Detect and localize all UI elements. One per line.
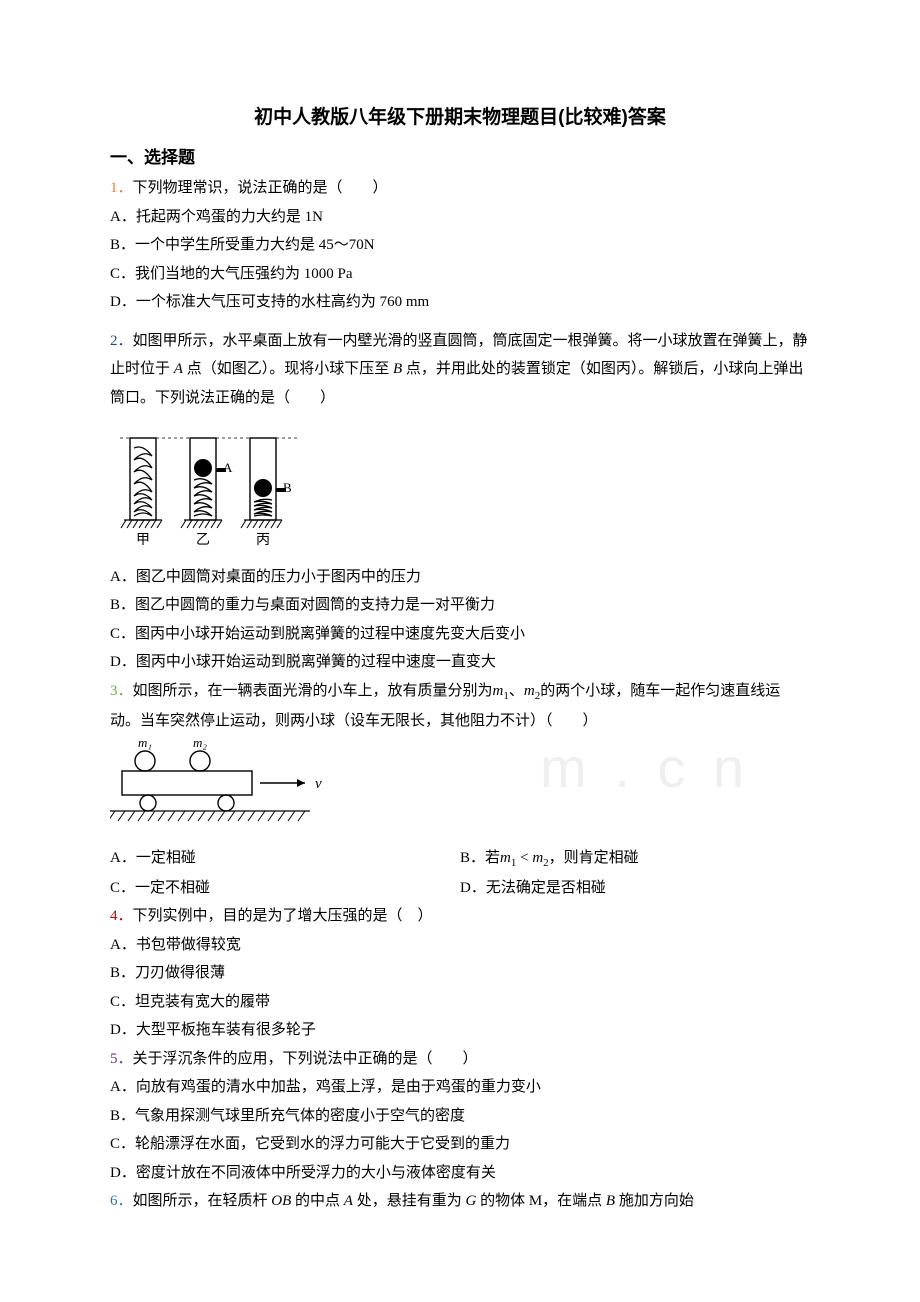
q1-opt-a: A．托起两个鸡蛋的力大约是 1N [110, 203, 810, 232]
q2-label-b: B [393, 361, 402, 377]
q3-b-mid: ，则肯定相碰 [549, 850, 639, 866]
fig-q3-v: v [315, 776, 322, 792]
q5-opt-b: B．气象用探测气球里所充气体的密度小于空气的密度 [110, 1102, 810, 1131]
q3-opt-c: C．一定不相碰 [110, 874, 460, 903]
q1-text: 下列物理常识，说法正确的是（ ） [133, 180, 388, 196]
q4-text: 下列实例中，目的是为了增大压强的是（ ） [133, 908, 433, 924]
q4-opt-c: C．坦克装有宽大的履带 [110, 988, 810, 1017]
q6-number: 6． [110, 1193, 133, 1209]
q6-A: A [344, 1193, 353, 1209]
q4-opt-b: B．刀刃做得很薄 [110, 959, 810, 988]
q2-opt-a: A．图乙中圆筒对桌面的压力小于图丙中的压力 [110, 563, 810, 592]
q2-figure: 甲 A 乙 B 丙 [110, 418, 810, 559]
section-heading: 一、选择题 [110, 142, 810, 174]
q6-text-a: 如图所示，在轻质杆 [133, 1193, 272, 1209]
q2-number: 2． [110, 333, 133, 349]
q5-opt-c: C．轮船漂浮在水面，它受到水的浮力可能大于它受到的重力 [110, 1130, 810, 1159]
q3-text-b: 、 [509, 683, 524, 699]
page-title: 初中人教版八年级下册期末物理题目(比较难)答案 [110, 100, 810, 136]
fig-label-bing: 丙 [256, 533, 270, 548]
q5-stem: 5．关于浮沉条件的应用，下列说法中正确的是（ ） [110, 1045, 810, 1074]
q6-text-d: 的物体 M，在端点 [476, 1193, 606, 1209]
q3-number: 3． [110, 683, 133, 699]
q3-opts-row2: C．一定不相碰 D．无法确定是否相碰 [110, 874, 810, 903]
q6-OB: OB [271, 1193, 291, 1209]
q5-opt-d: D．密度计放在不同液体中所受浮力的大小与液体密度有关 [110, 1159, 810, 1188]
q5-opt-a: A．向放有鸡蛋的清水中加盐，鸡蛋上浮，是由于鸡蛋的重力变小 [110, 1073, 810, 1102]
q1-opt-d: D．一个标准大气压可支持的水柱高约为 760 mm [110, 288, 810, 317]
fig-q2-A: A [223, 460, 233, 475]
q2-opt-c: C．图丙中小球开始运动到脱离弹簧的过程中速度先变大后变小 [110, 620, 810, 649]
q3-opt-b: B．若m1 < m2，则肯定相碰 [460, 844, 810, 874]
q6-text-b: 的中点 [291, 1193, 344, 1209]
q2-opt-d: D．图丙中小球开始运动到脱离弹簧的过程中速度一直变大 [110, 648, 810, 677]
q2-stem: 2．如图甲所示，水平桌面上放有一内壁光滑的竖直圆筒，筒底固定一根弹簧。将一小球放… [110, 327, 810, 413]
q3-b-m1: m [500, 850, 511, 866]
fig-label-jia: 甲 [136, 533, 150, 548]
q6-G: G [465, 1193, 476, 1209]
q2-label-a: A [174, 361, 183, 377]
fig-q2-B: B [283, 480, 292, 495]
q3-b-pre: B．若 [460, 850, 500, 866]
q5-number: 5． [110, 1051, 133, 1067]
q4-number: 4． [110, 908, 133, 924]
q3-opts-row1: A．一定相碰 B．若m1 < m2，则肯定相碰 [110, 844, 810, 874]
q3-b-s1: 1 [511, 857, 517, 869]
q6-text-c: 处，悬挂有重为 [353, 1193, 466, 1209]
q4-stem: 4．下列实例中，目的是为了增大压强的是（ ） [110, 902, 810, 931]
q1-number: 1． [110, 180, 133, 196]
q4-opt-d: D．大型平板拖车装有很多轮子 [110, 1016, 810, 1045]
q1-stem: 1．下列物理常识，说法正确的是（ ） [110, 174, 810, 203]
q3-text-a: 如图所示，在一辆表面光滑的小车上，放有质量分别为 [133, 683, 493, 699]
q3-m1: m [493, 683, 504, 699]
q1-opt-b: B．一个中学生所受重力大约是 45～70N [110, 231, 810, 260]
q2-text-b: 点（如图乙）。现将小球下压至 [183, 361, 393, 377]
fig-q3-m1: m₁ [138, 741, 152, 750]
q3-m2: m [524, 683, 535, 699]
q5-text: 关于浮沉条件的应用，下列说法中正确的是（ ） [133, 1051, 478, 1067]
q3-stem: 3．如图所示，在一辆表面光滑的小车上，放有质量分别为m1、m2的两个小球，随车一… [110, 677, 810, 735]
q3-opt-d: D．无法确定是否相碰 [460, 874, 810, 903]
q6-text-e: 施加方向始 [615, 1193, 694, 1209]
q3-opt-a: A．一定相碰 [110, 844, 460, 874]
q2-opt-b: B．图乙中圆筒的重力与桌面对圆筒的支持力是一对平衡力 [110, 591, 810, 620]
fig-label-yi: 乙 [196, 532, 210, 548]
q3-b-m2: m [532, 850, 543, 866]
fig-q3-m2: m₂ [193, 741, 207, 750]
q6-Bpt: B [606, 1193, 615, 1209]
q3-figure: m₁ m₂ v [110, 741, 810, 840]
q1-opt-c: C．我们当地的大气压强约为 1000 Pa [110, 260, 810, 289]
q6-stem: 6．如图所示，在轻质杆 OB 的中点 A 处，悬挂有重为 G 的物体 M，在端点… [110, 1187, 810, 1216]
q4-opt-a: A．书包带做得较宽 [110, 931, 810, 960]
